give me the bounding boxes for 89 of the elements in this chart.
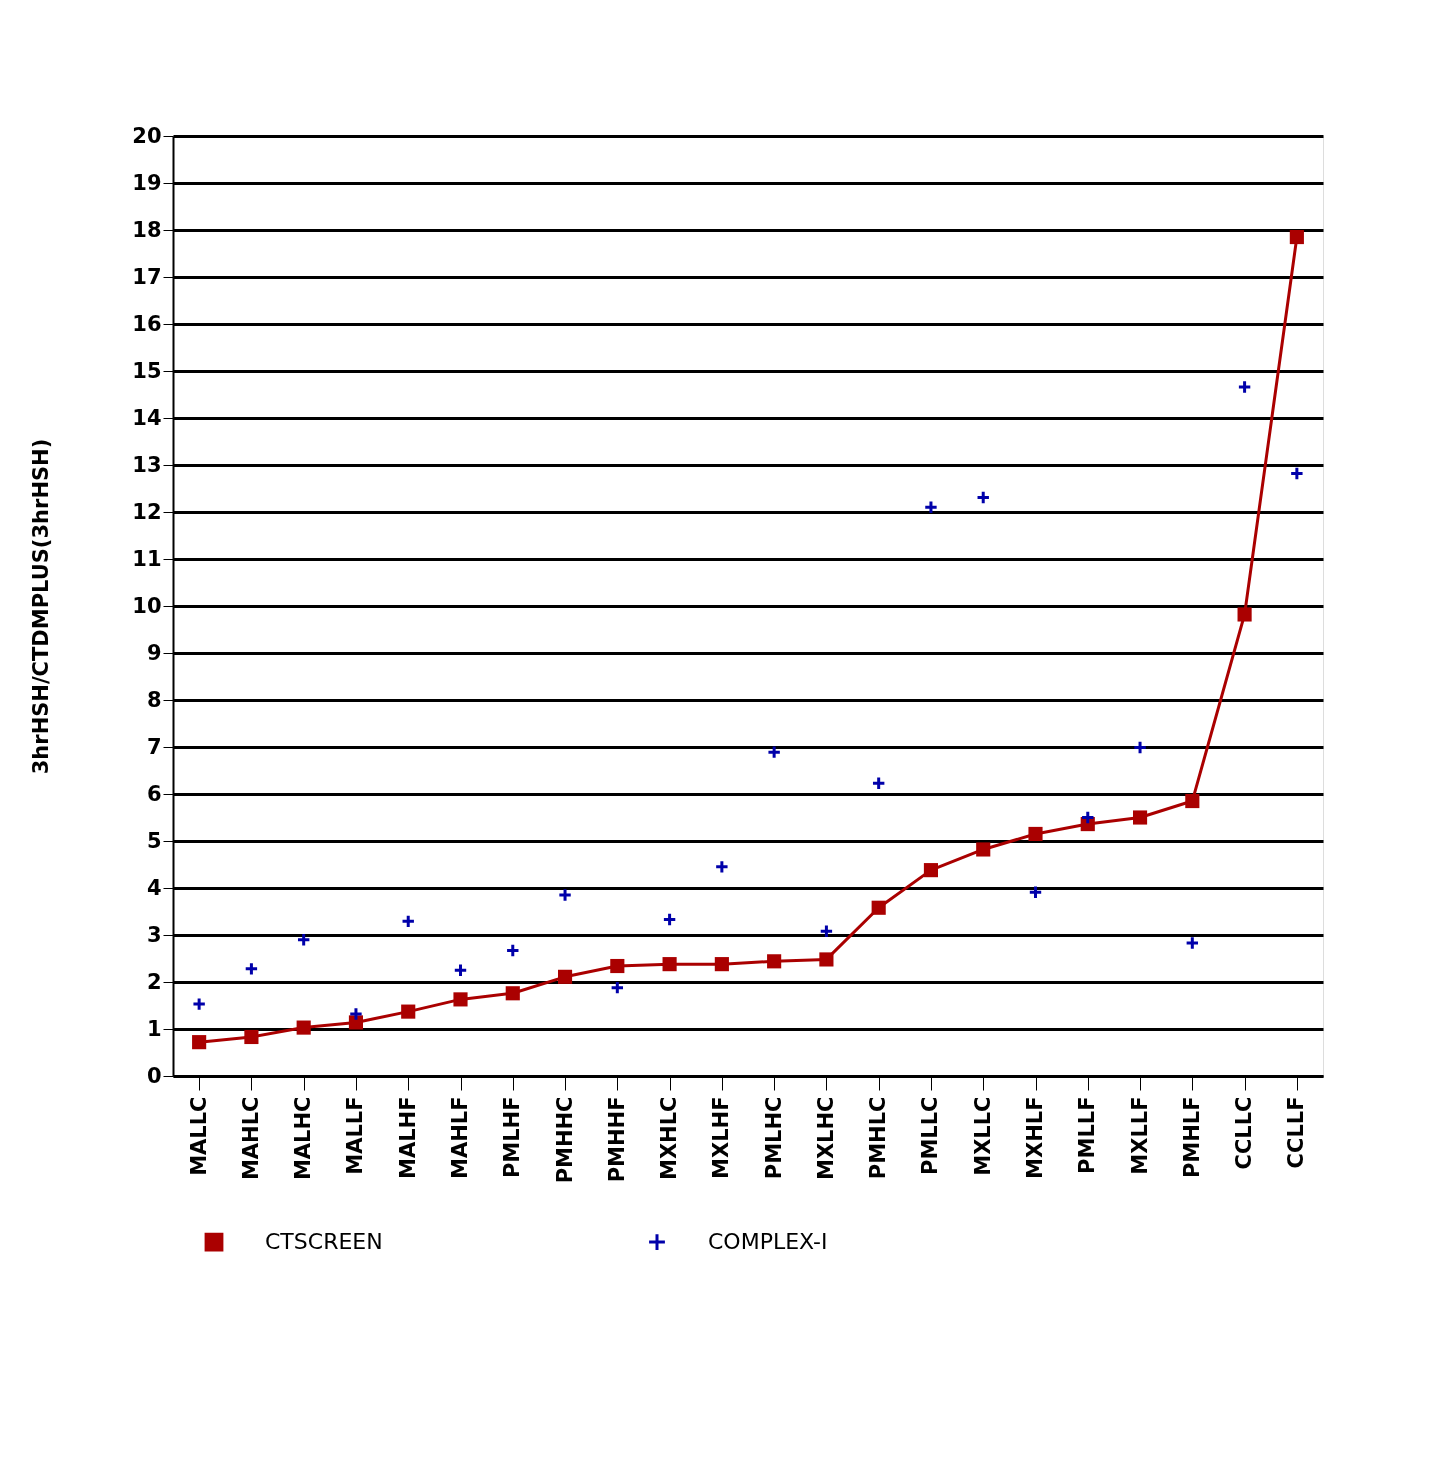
y-tick-label: 4	[146, 875, 162, 900]
point	[244, 1029, 259, 1045]
x-tick-label: MALHF	[395, 1096, 420, 1179]
x-tick-label: MXLHC	[813, 1096, 838, 1180]
y-tick-label: 17	[132, 264, 162, 289]
point	[1185, 793, 1200, 809]
y-tick-label: 10	[132, 593, 162, 618]
point	[505, 943, 520, 958]
point	[557, 969, 573, 984]
point	[348, 1006, 364, 1022]
point	[923, 500, 939, 515]
y-tick-label: 18	[132, 217, 162, 242]
point	[1289, 466, 1305, 481]
y-tick-label: 0	[146, 1063, 162, 1088]
point	[192, 1035, 207, 1050]
point	[401, 1004, 416, 1019]
x-tick-label: MXLHF	[709, 1096, 734, 1179]
point	[767, 954, 782, 969]
point	[1028, 826, 1043, 842]
point	[871, 775, 886, 791]
legend-label: COMPLEX-I	[708, 1229, 828, 1255]
point	[505, 986, 520, 1001]
y-tick-label: 16	[132, 311, 162, 336]
point	[1080, 810, 1095, 825]
point	[714, 859, 730, 875]
x-tick-label: MALLF	[343, 1096, 368, 1175]
point	[610, 980, 625, 995]
legend-label: CTSCREEN	[265, 1229, 383, 1255]
point	[766, 744, 782, 760]
x-tick-label: MXLLF	[1127, 1096, 1152, 1175]
point	[1185, 935, 1200, 951]
point	[1132, 810, 1148, 825]
y-tick-label: 6	[146, 781, 162, 806]
point	[923, 863, 939, 878]
y-tick-label: 8	[146, 687, 162, 712]
x-tick-label: MAHLC	[238, 1096, 263, 1181]
y-tick-label: 19	[132, 170, 162, 195]
point	[453, 992, 468, 1007]
x-tick-label: PMHLF	[1179, 1096, 1204, 1179]
point	[1237, 607, 1252, 622]
y-tick-label: 12	[132, 499, 162, 524]
y-tick-label: 20	[132, 123, 162, 148]
x-tick-label: MXHLF	[1023, 1096, 1047, 1179]
y-tick-label: 2	[146, 969, 162, 994]
point	[662, 912, 677, 927]
point	[1132, 740, 1148, 755]
x-tick-label: PMLHC	[761, 1096, 786, 1180]
point	[976, 490, 991, 505]
point	[1237, 379, 1252, 395]
y-tick-label: 1	[146, 1016, 162, 1041]
point	[1289, 229, 1304, 245]
point	[610, 958, 625, 974]
y-tick-label: 15	[132, 358, 162, 383]
point	[1028, 885, 1043, 900]
y-tick-label: 9	[146, 640, 162, 665]
y-axis-title: 3hrHSH/CTDMPLUS(3hrHSH)	[29, 438, 54, 775]
x-tick-label: MXLLC	[970, 1096, 995, 1176]
point	[819, 924, 834, 939]
point	[296, 1020, 311, 1035]
x-tick-label: MALLC	[186, 1096, 211, 1176]
point	[191, 996, 207, 1012]
y-tick-label: 11	[132, 546, 162, 571]
point	[244, 961, 259, 977]
x-tick-label: CCLLF	[1284, 1096, 1309, 1169]
x-tick-label: PMLLC	[918, 1096, 943, 1175]
x-tick-label: MALHC	[291, 1096, 316, 1181]
y-tick-label: 5	[146, 828, 162, 853]
point	[714, 957, 729, 972]
point	[557, 887, 573, 903]
y-tick-label: 13	[132, 452, 162, 477]
x-tick-label: MAHLF	[448, 1096, 472, 1179]
point	[819, 952, 834, 967]
y-tick-label: 14	[132, 405, 162, 430]
point	[296, 932, 311, 947]
x-tick-label: PMHHC	[552, 1096, 577, 1184]
point	[871, 900, 886, 915]
point	[453, 963, 468, 978]
point	[348, 1015, 364, 1030]
x-tick-label: PMLLF	[1075, 1096, 1100, 1174]
x-tick-label: PMHHF	[604, 1096, 629, 1183]
y-tick-label: 3	[146, 922, 162, 947]
x-tick-label: CCLLC	[1232, 1096, 1257, 1170]
point	[976, 842, 991, 857]
point	[662, 957, 677, 972]
x-tick-label: MXHLC	[657, 1096, 682, 1180]
point	[401, 914, 416, 929]
x-tick-label: PMLHF	[500, 1096, 525, 1179]
x-tick-label: PMHLC	[866, 1096, 891, 1180]
y-tick-label: 7	[146, 734, 162, 759]
